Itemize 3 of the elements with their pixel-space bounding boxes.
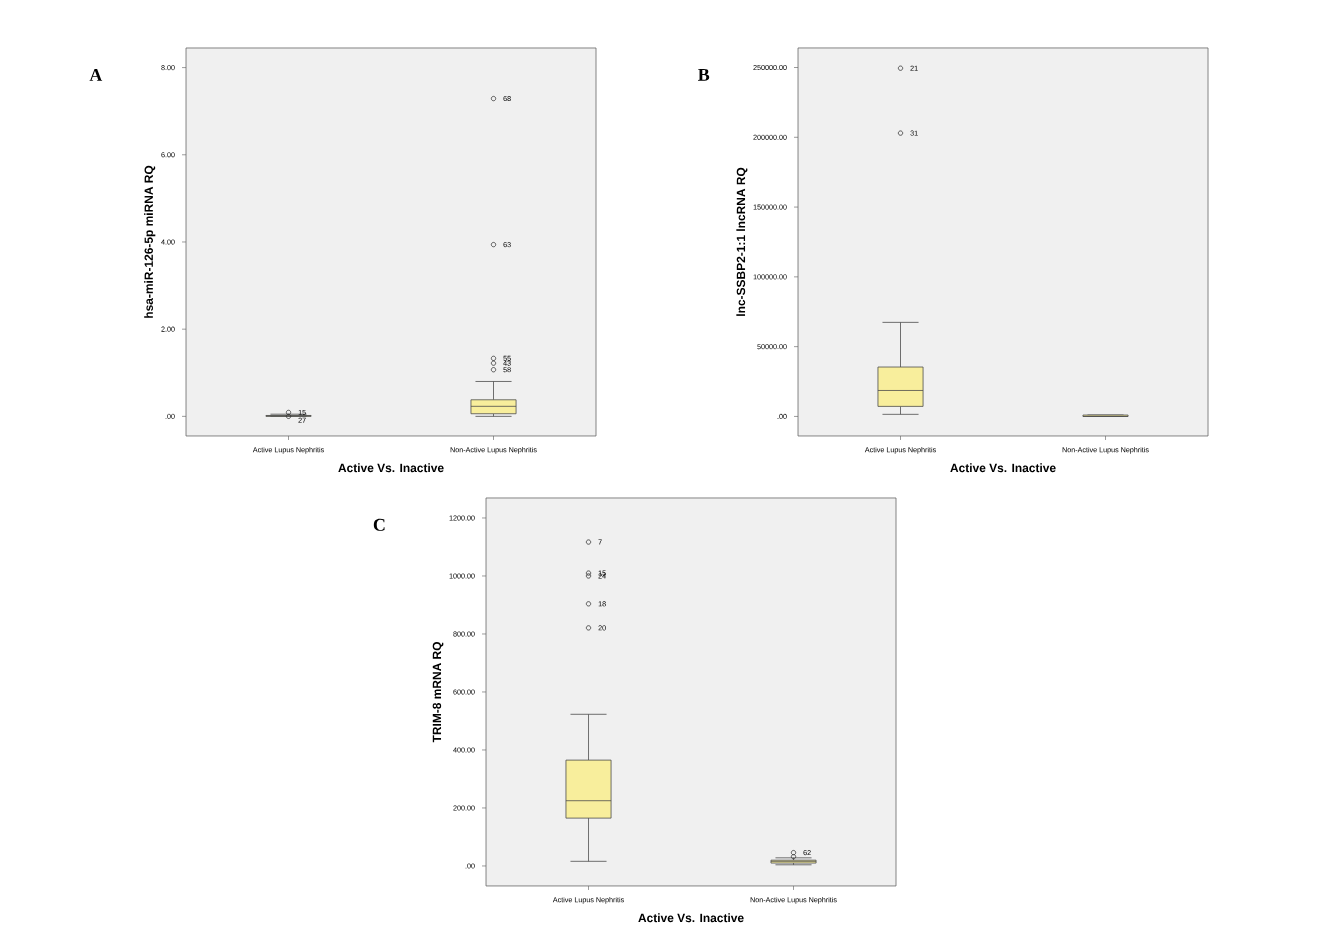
text: B	[698, 68, 710, 81]
text: A	[89, 68, 103, 81]
text: C	[373, 518, 385, 531]
